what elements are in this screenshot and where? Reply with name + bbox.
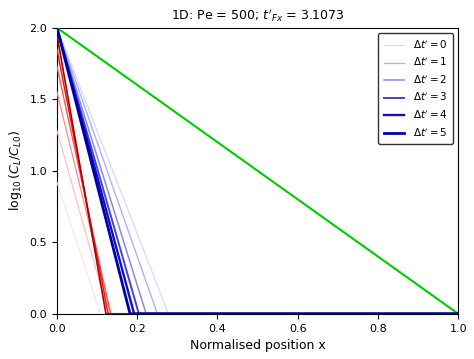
Y-axis label: $\log_{10}(C_L/C_{L0})$: $\log_{10}(C_L/C_{L0})$ <box>7 130 24 211</box>
X-axis label: Normalised position x: Normalised position x <box>190 339 326 352</box>
Legend: $\Delta t' = 0$, $\Delta t' = 1$, $\Delta t' = 2$, $\Delta t' = 3$, $\Delta t' =: $\Delta t' = 0$, $\Delta t' = 1$, $\Delt… <box>378 33 453 144</box>
Title: 1D: Pe = 500; $t'_{Fx}$ = 3.1073: 1D: Pe = 500; $t'_{Fx}$ = 3.1073 <box>171 7 345 24</box>
